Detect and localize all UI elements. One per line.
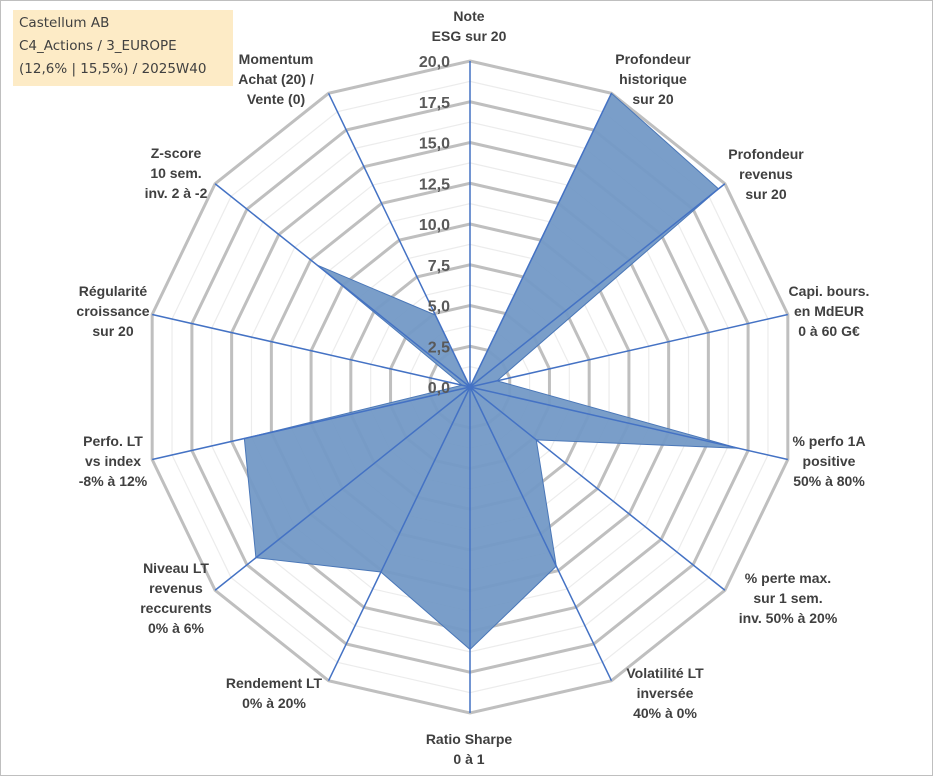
axis-line	[469, 92, 613, 388]
axis-label: Z-score 10 sem. inv. 2 à -2	[144, 145, 208, 201]
tick-label: 5,0	[428, 299, 450, 316]
title-company: Castellum AB	[19, 15, 110, 31]
axis-line	[469, 183, 726, 388]
axis-label: % perfo 1A positive 50% à 80%	[792, 433, 866, 489]
axis-label: Momentum Achat (20) / Vente (0)	[238, 51, 314, 107]
series-area	[243, 92, 739, 651]
axis-label: Volatilité LT inversée 40% à 0%	[626, 665, 704, 721]
axis-label: Ratio Sharpe 0 à 1	[425, 731, 513, 767]
axis-line	[214, 386, 471, 591]
axis-label: Perfo. LT vs index -8% à 12%	[78, 433, 148, 489]
axis-label: Régularité croissance sur 20	[76, 283, 150, 339]
axis-line	[469, 386, 788, 461]
axis-label: Rendement LT 0% à 20%	[225, 675, 323, 711]
center-point	[467, 384, 473, 390]
axis-line	[469, 386, 726, 591]
axis-line	[152, 386, 471, 461]
tick-label: 12,5	[419, 176, 450, 193]
tick-label: 0,0	[428, 380, 450, 397]
axis-line	[327, 92, 471, 388]
axis-line	[469, 313, 788, 388]
chart-title-box: Castellum AB C4_Actions / 3_EUROPE (12,6…	[13, 10, 233, 86]
axis-label: Profondeur revenus sur 20	[728, 146, 804, 202]
axis-label: Capi. bours. en MdEUR 0 à 60 G€	[788, 283, 870, 339]
tick-label: 2,5	[428, 339, 450, 356]
axis-line	[469, 386, 613, 682]
axis-label: Note ESG sur 20	[431, 8, 507, 44]
axis-label: Profondeur historique sur 20	[615, 51, 691, 107]
axis-label: % perte max. sur 1 sem. inv. 50% à 20%	[738, 570, 838, 626]
tick-label: 10,0	[419, 217, 450, 234]
tick-label: 20,0	[419, 54, 450, 71]
title-performance: (12,6% | 15,5%) / 2025W40	[19, 61, 207, 77]
axis-line	[152, 313, 471, 388]
axis-label: Niveau LT revenus reccurents 0% à 6%	[140, 560, 212, 636]
axis-line	[214, 183, 471, 388]
tick-label: 7,5	[428, 258, 450, 275]
axis-line	[327, 386, 471, 682]
title-category: C4_Actions / 3_EUROPE	[19, 38, 177, 54]
tick-label: 17,5	[419, 95, 450, 112]
tick-label: 15,0	[419, 136, 450, 153]
